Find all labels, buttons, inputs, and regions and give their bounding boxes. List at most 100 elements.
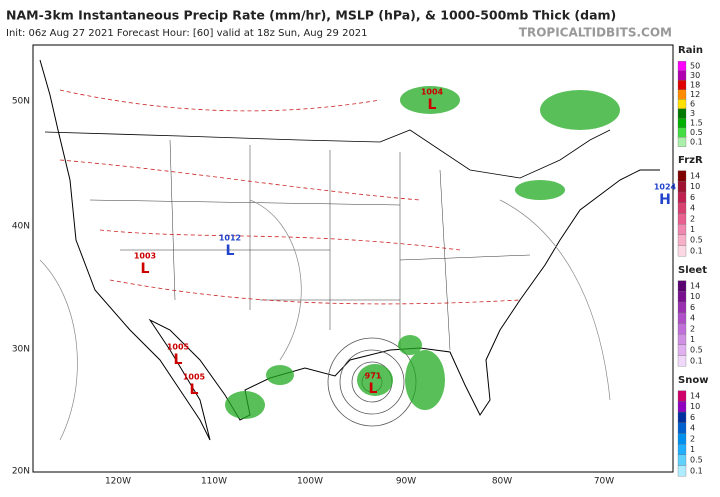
pressure-symbol: L — [226, 243, 235, 259]
legend-swatch — [677, 118, 687, 128]
precip-areas — [225, 86, 620, 419]
legend-label: 6 — [690, 100, 695, 109]
pressure-symbol: H — [659, 192, 671, 208]
legend-label: 1 — [690, 335, 695, 344]
thickness-lines — [59, 89, 521, 305]
legend-swatch — [677, 61, 687, 71]
legend-swatch — [677, 291, 687, 303]
legend-label: 2 — [690, 324, 695, 333]
pressure-symbol: L — [428, 97, 437, 113]
legend-title: Sleet — [678, 265, 707, 276]
lon-label: 100W — [297, 477, 323, 487]
legend-swatch — [677, 137, 687, 147]
pressure-value: 1005 — [167, 343, 190, 352]
legend-label: 1 — [690, 225, 695, 234]
pressure-symbol: L — [369, 381, 378, 397]
pressure-value: 1005 — [183, 373, 206, 382]
legend-label: 30 — [690, 71, 700, 80]
legend-label: 6 — [690, 193, 695, 202]
pressure-value: 1012 — [219, 234, 241, 243]
legend-swatch — [677, 70, 687, 81]
lat-label: 30N — [12, 345, 30, 355]
lon-label: 120W — [105, 477, 131, 487]
legend-swatch — [677, 80, 687, 90]
lon-labels: 120W 110W 100W 90W 80W 70W — [105, 477, 614, 487]
legend-swatch — [677, 333, 687, 345]
legend-label: 0.1 — [690, 246, 703, 255]
legend-label: 12 — [690, 90, 700, 99]
legend-label: 1 — [690, 445, 695, 454]
legend-swatch — [677, 191, 687, 203]
legend-swatch — [677, 245, 687, 257]
lat-label: 40N — [12, 222, 30, 232]
pressure-value: 1024 — [654, 183, 677, 192]
pressure-value: 971 — [365, 372, 382, 381]
legend-swatch — [677, 301, 687, 313]
legend-swatch — [677, 108, 687, 119]
legend-label: 10 — [690, 182, 700, 191]
legend-title: Snow — [678, 375, 708, 386]
legend-label: 14 — [690, 392, 700, 401]
legend-label: 14 — [690, 282, 700, 291]
lon-label: 70W — [594, 477, 614, 487]
legend-label: 50 — [690, 62, 700, 71]
legend-label: 0.5 — [690, 456, 703, 465]
legend-label: 6 — [690, 303, 695, 312]
legend-swatch — [677, 170, 687, 182]
legend-label: 2 — [690, 434, 695, 443]
legend-swatch — [677, 181, 687, 193]
legend-title: FrzR — [678, 155, 703, 166]
lon-label: 110W — [201, 477, 227, 487]
legend-swatch — [677, 99, 687, 109]
legend-label: 4 — [690, 314, 695, 323]
legend-label: 0.5 — [690, 236, 703, 245]
legend-swatch — [677, 390, 687, 402]
legend-swatch — [677, 465, 687, 477]
legend-swatch — [677, 344, 687, 356]
legend-label: 0.5 — [690, 128, 703, 137]
lon-label: 90W — [396, 477, 416, 487]
legend-label: 4 — [690, 204, 695, 213]
legend-swatch — [677, 223, 687, 235]
legend-swatch — [677, 280, 687, 292]
pressure-value: 1003 — [134, 252, 156, 261]
subtitle: Init: 06z Aug 27 2021 Forecast Hour: [60… — [6, 28, 368, 39]
legend-swatch — [677, 355, 687, 367]
lat-labels: 50N 40N 30N 20N — [12, 97, 30, 477]
pressure-symbol: L — [190, 382, 199, 398]
state-lines — [89, 139, 531, 351]
isobars — [39, 199, 611, 441]
legend-swatch — [677, 433, 687, 445]
lat-label: 50N — [12, 97, 30, 107]
pressure-symbol: L — [141, 261, 150, 277]
legend-label: 18 — [690, 81, 700, 90]
legend-label: 10 — [690, 402, 700, 411]
legend-swatch — [677, 234, 687, 246]
pressure-symbol: L — [174, 352, 183, 368]
legend-label: 0.1 — [690, 138, 703, 147]
title: NAM-3km Instantaneous Precip Rate (mm/hr… — [6, 8, 616, 23]
legend-swatch — [677, 127, 687, 138]
legend-swatch — [677, 89, 687, 100]
legend-title: Rain — [678, 45, 703, 56]
legend-swatch — [677, 312, 687, 324]
legend-swatch — [677, 411, 687, 423]
legend-swatch — [677, 454, 687, 466]
legend-label: 4 — [690, 424, 695, 433]
legend-label: 14 — [690, 172, 700, 181]
legend-swatch — [677, 401, 687, 413]
legend-label: 6 — [690, 413, 695, 422]
legend-swatch — [677, 422, 687, 434]
site-name: TROPICALTIDBITS.COM — [519, 26, 672, 40]
lon-label: 80W — [492, 477, 512, 487]
legend: Rain50301812631.50.50.1FrzR141064210.50.… — [677, 45, 708, 477]
legend-swatch — [677, 323, 687, 335]
legend-label: 1.5 — [690, 119, 703, 128]
legend-label: 2 — [690, 214, 695, 223]
border — [44, 129, 611, 179]
legend-swatch — [677, 202, 687, 214]
legend-label: 0.1 — [690, 466, 703, 475]
